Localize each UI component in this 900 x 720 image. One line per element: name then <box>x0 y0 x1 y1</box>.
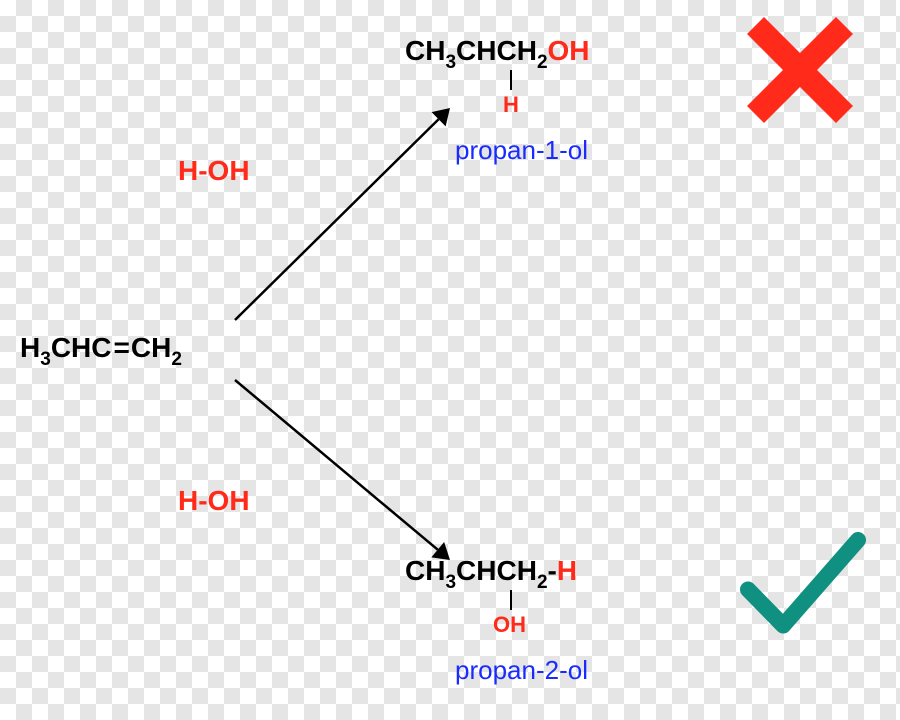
diagram-canvas: H3CHC=CH2 H-OH H-OH CH3CHCH2OH H propan-… <box>0 0 900 720</box>
result-indicators <box>748 34 858 626</box>
check-icon <box>748 540 858 626</box>
reaction-arrows <box>235 108 450 560</box>
vector-overlay <box>0 0 900 720</box>
cross-icon <box>764 34 836 106</box>
